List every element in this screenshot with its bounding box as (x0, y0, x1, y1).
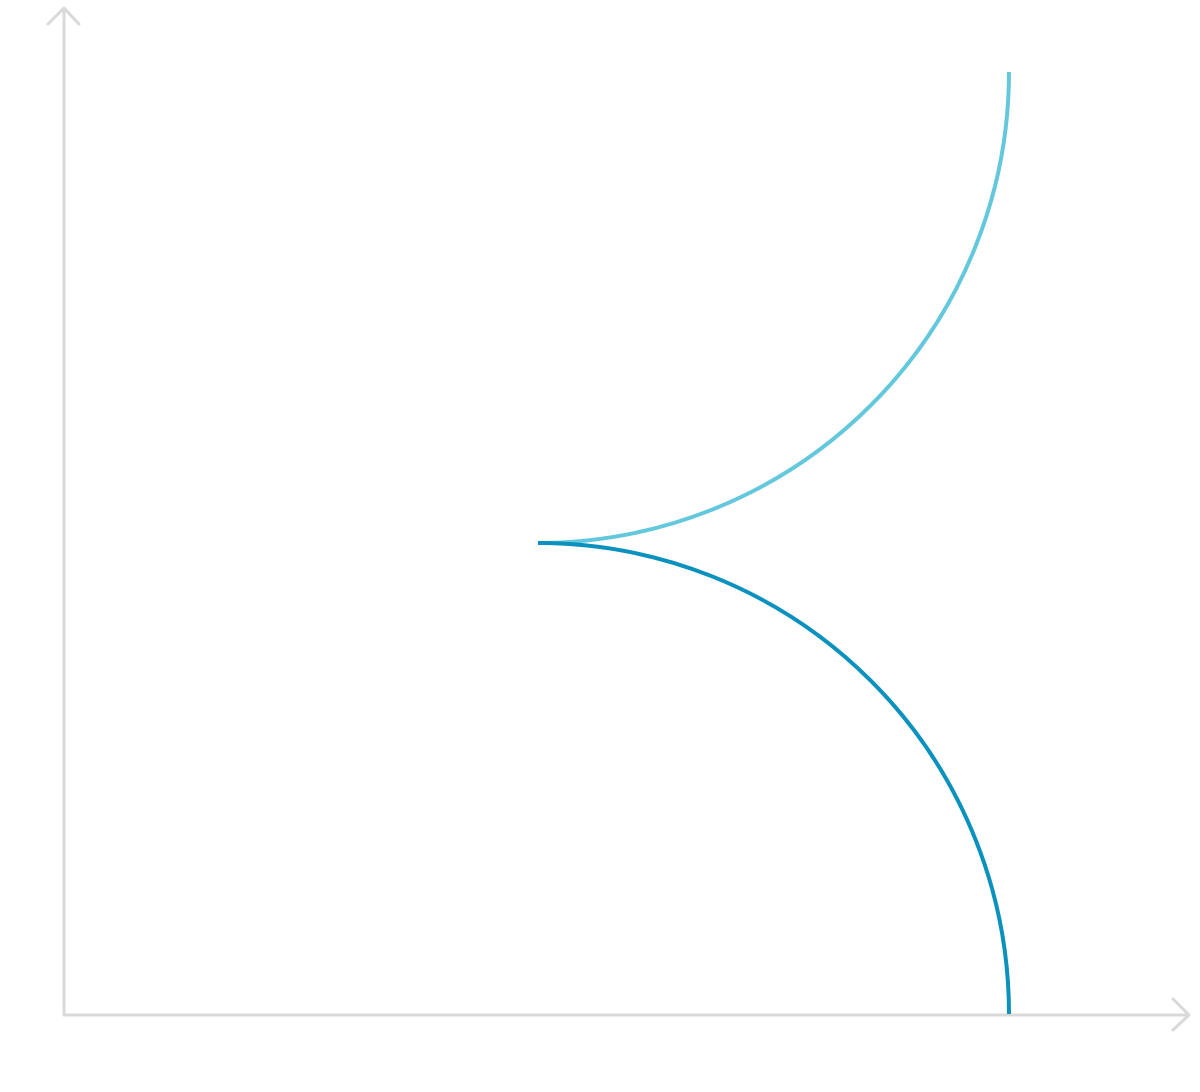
axes (46, 6, 1191, 1032)
upper-curve (537, 71, 1011, 545)
lower-curve (537, 541, 1011, 1015)
y-axis-arrow-icon (46, 6, 81, 26)
x-axis-arrow-icon (1171, 997, 1191, 1032)
curves (537, 71, 1011, 1015)
